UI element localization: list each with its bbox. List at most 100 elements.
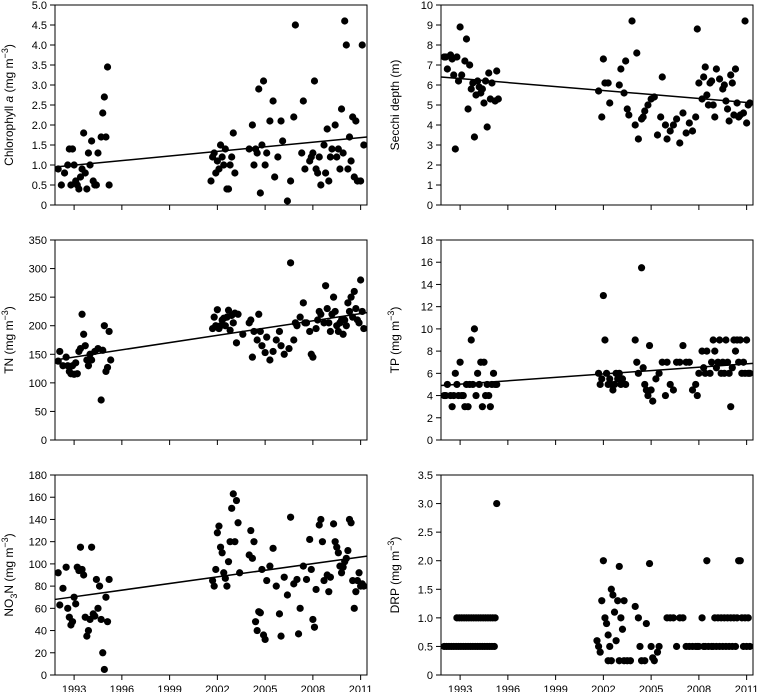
data-point [698, 95, 706, 103]
data-point [62, 353, 70, 361]
y-tick-label: 3 [427, 140, 433, 152]
data-point [59, 584, 67, 592]
y-tick-label: 0 [41, 670, 47, 682]
data-point [633, 358, 641, 366]
y-axis-label: TP (mg m−3) [386, 307, 402, 374]
data-point [341, 316, 349, 324]
data-point [693, 391, 701, 400]
data-point [448, 403, 456, 411]
data-point [95, 582, 104, 590]
data-point [103, 618, 112, 626]
data-point [325, 319, 333, 327]
data-point [620, 89, 628, 97]
data-point [310, 623, 319, 631]
data-point [599, 291, 607, 300]
data-point [279, 137, 287, 145]
data-point [296, 604, 304, 612]
y-tick-label: 1.0 [32, 160, 47, 172]
data-point [100, 665, 108, 674]
data-point [320, 141, 328, 149]
data-point [293, 575, 301, 584]
data-point [661, 121, 670, 129]
data-point [456, 358, 464, 366]
data-point [105, 327, 113, 336]
data-point [727, 71, 735, 79]
data-point [620, 597, 628, 605]
y-tick-label: 50 [35, 406, 47, 418]
y-tick-label: 6 [427, 80, 433, 92]
data-point [261, 635, 269, 644]
data-point [636, 642, 644, 651]
data-point [250, 538, 258, 546]
y-tick-label: 60 [35, 603, 47, 615]
y-tick-label: 10 [421, 0, 433, 12]
data-point [658, 73, 666, 81]
y-tick-label: 0 [41, 200, 47, 212]
data-point [723, 358, 732, 366]
data-point [92, 575, 100, 584]
data-point [105, 575, 113, 584]
data-point [88, 137, 96, 145]
y-tick-label: 2.5 [32, 100, 47, 112]
panel-6: 0 0.5 1.0 1.5 2.0 2.5 3.0 3.5 1993 1996 1999 2002 20… [386, 470, 757, 692]
data-point [283, 197, 292, 205]
data-point [725, 369, 733, 377]
data-point [256, 609, 264, 617]
data-point [102, 593, 110, 601]
data-point [352, 304, 360, 313]
data-point [604, 631, 612, 639]
data-point [676, 358, 684, 366]
data-point [494, 95, 502, 103]
data-point [637, 264, 646, 272]
data-point [344, 165, 352, 173]
data-point [618, 625, 627, 633]
data-point [615, 81, 623, 89]
data-point [253, 336, 261, 344]
y-tick-label: 300 [29, 264, 47, 276]
data-point [679, 614, 687, 622]
data-point [337, 105, 346, 113]
y-tick-label: 2.0 [32, 120, 47, 132]
y-tick-label: 40 [35, 626, 47, 638]
panel-4: 0 2 4 6 8 10 12 14 16 18 TP (mg m−3) [386, 235, 754, 447]
data-point [247, 316, 255, 324]
data-point [342, 554, 350, 562]
data-point [470, 133, 479, 141]
y-tick-label: 4.0 [32, 40, 47, 52]
data-point [333, 543, 341, 551]
data-point [339, 149, 347, 157]
data-point [617, 614, 625, 622]
data-point [68, 618, 77, 626]
data-point [302, 319, 311, 327]
data-point [326, 327, 334, 336]
data-point [212, 565, 220, 574]
y-tick-label: 3.0 [32, 80, 47, 92]
data-point [650, 657, 658, 665]
data-point [226, 161, 234, 169]
data-point [692, 113, 700, 121]
data-point [606, 99, 614, 107]
x-tick-label: 2005 [253, 684, 277, 692]
data-point [80, 330, 88, 338]
x-tick-label: 2005 [639, 684, 663, 692]
data-point [598, 597, 606, 605]
data-point [451, 369, 459, 377]
data-point [88, 543, 96, 551]
data-point [215, 165, 223, 173]
data-point [296, 313, 304, 321]
data-point [693, 25, 701, 33]
data-point [639, 364, 647, 372]
data-point [474, 369, 482, 377]
data-point [280, 350, 288, 358]
x-tick-label: 1999 [543, 684, 567, 692]
data-point [266, 117, 274, 125]
data-point [453, 380, 461, 389]
y-tick-label: 10 [421, 324, 433, 336]
data-point [655, 642, 663, 651]
data-point [307, 565, 315, 574]
data-point [255, 310, 263, 318]
data-point [86, 161, 94, 169]
data-point [315, 153, 323, 161]
data-point [218, 549, 226, 557]
data-point [334, 145, 342, 153]
